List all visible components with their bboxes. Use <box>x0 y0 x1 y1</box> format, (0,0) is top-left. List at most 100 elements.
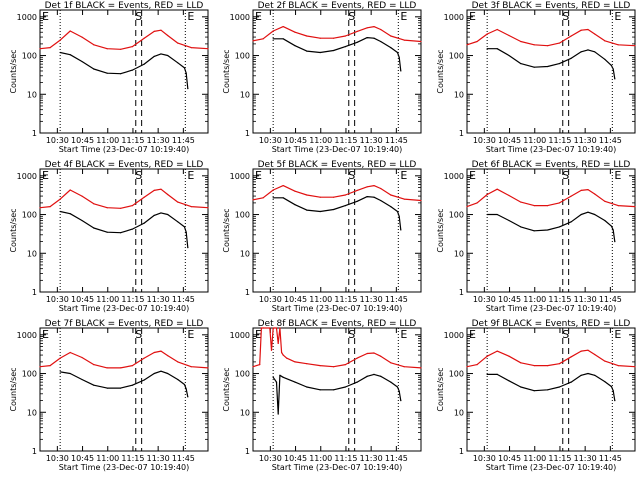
data-point-events <box>187 88 189 90</box>
data-point-events <box>306 50 308 52</box>
y-tick-label: 1000 <box>17 172 37 181</box>
data-point-lld <box>39 48 41 50</box>
data-point-events <box>520 386 522 388</box>
x-tick-label: 10:30 <box>259 295 282 304</box>
data-point-events <box>604 58 606 60</box>
x-axis-label: Start Time (23-Dec-07 10:19:40) <box>59 304 190 313</box>
data-point-events <box>558 386 561 388</box>
data-point-events <box>120 73 122 75</box>
x-axis-label: Start Time (23-Dec-07 10:19:40) <box>486 145 617 154</box>
chart-title: Det 8f BLACK = Events, RED = LLD <box>258 319 417 329</box>
s-marker-label: S <box>348 328 355 341</box>
data-point-lld <box>120 207 122 209</box>
series-line-lld <box>39 29 209 50</box>
data-point-lld <box>59 198 61 200</box>
x-tick-label: 11:15 <box>121 136 144 145</box>
y-tick-label: 100 <box>449 370 464 379</box>
data-point-lld <box>617 44 619 46</box>
data-point-events <box>558 226 561 228</box>
end-marker-label: E <box>400 10 407 23</box>
x-tick-label: 10:45 <box>71 454 94 463</box>
data-point-lld <box>634 206 636 208</box>
y-tick-label: 1 <box>459 288 464 297</box>
data-point-lld <box>558 202 561 204</box>
x-tick-label: 11:15 <box>548 454 571 463</box>
data-point-events <box>604 380 606 383</box>
x-axis-label: Start Time (23-Dec-07 10:19:40) <box>486 304 617 313</box>
data-point-events <box>614 400 616 402</box>
data-point-events <box>580 213 582 216</box>
data-point-events <box>612 390 614 392</box>
data-point-lld <box>260 327 262 329</box>
data-point-events <box>520 226 522 228</box>
end-marker-label: E <box>614 328 621 341</box>
y-tick-label: 10 <box>240 249 250 258</box>
data-point-lld <box>160 188 162 190</box>
x-tick-label: 10:30 <box>46 136 69 145</box>
data-point-lld <box>270 349 273 351</box>
x-tick-label: 11:15 <box>121 454 144 463</box>
data-point-events <box>93 384 95 386</box>
data-point-events <box>614 78 616 80</box>
x-tick-label: 10:45 <box>284 295 307 304</box>
end-marker-label: E <box>400 328 407 341</box>
data-point-lld <box>486 355 488 357</box>
data-point-events <box>396 386 399 388</box>
data-point-events <box>356 381 358 383</box>
s-marker-label: S <box>562 328 569 341</box>
data-point-events <box>373 37 375 39</box>
x-axis-label: Start Time (23-Dec-07 10:19:40) <box>272 145 403 154</box>
data-point-lld <box>120 48 122 50</box>
data-point-events <box>143 222 145 224</box>
data-point-lld <box>59 357 61 359</box>
y-tick-label: 1 <box>245 288 250 297</box>
data-point-lld <box>520 362 522 364</box>
data-point-events <box>319 51 321 54</box>
data-point-events <box>533 390 535 392</box>
data-point-lld <box>177 42 179 44</box>
plot-frame <box>39 327 209 452</box>
data-point-lld <box>420 199 422 202</box>
data-point-lld <box>508 194 510 197</box>
data-point-lld <box>153 30 155 33</box>
data-point-events <box>366 37 368 39</box>
data-point-lld <box>262 38 264 40</box>
data-point-lld <box>486 33 488 35</box>
data-point-lld <box>294 190 296 192</box>
data-point-events <box>177 62 179 64</box>
data-point-events <box>380 40 382 43</box>
data-point-events <box>398 215 400 217</box>
data-point-lld <box>252 199 254 201</box>
data-point-events <box>604 219 606 222</box>
y-tick-label: 10 <box>27 249 37 258</box>
data-point-lld <box>594 33 596 35</box>
data-point-events <box>400 400 402 402</box>
data-point-lld <box>131 205 133 207</box>
data-point-lld <box>604 200 606 202</box>
y-tick-label: 1 <box>32 129 37 138</box>
data-point-lld <box>282 25 284 28</box>
x-tick-label: 11:30 <box>360 454 383 463</box>
data-point-lld <box>356 30 358 33</box>
end-marker-label: E <box>400 169 407 182</box>
data-point-events <box>366 375 368 377</box>
data-point-lld <box>356 357 358 359</box>
data-point-lld <box>319 365 321 367</box>
x-tick-label: 10:30 <box>473 136 496 145</box>
data-point-events <box>177 221 179 223</box>
y-tick-label: 1000 <box>230 172 250 181</box>
series-line-lld <box>39 188 209 209</box>
data-point-lld <box>106 207 108 209</box>
data-point-lld <box>508 34 510 37</box>
start-marker-label: E <box>469 169 476 182</box>
data-point-lld <box>533 44 535 46</box>
x-tick-label: 11:45 <box>599 295 622 304</box>
start-marker-label: E <box>255 169 262 182</box>
x-tick-label: 11:30 <box>574 295 597 304</box>
y-tick-label: 100 <box>235 370 250 379</box>
data-point-events <box>167 372 169 375</box>
data-point-events <box>120 387 122 389</box>
data-point-lld <box>617 205 619 207</box>
end-marker-label: E <box>187 10 194 23</box>
